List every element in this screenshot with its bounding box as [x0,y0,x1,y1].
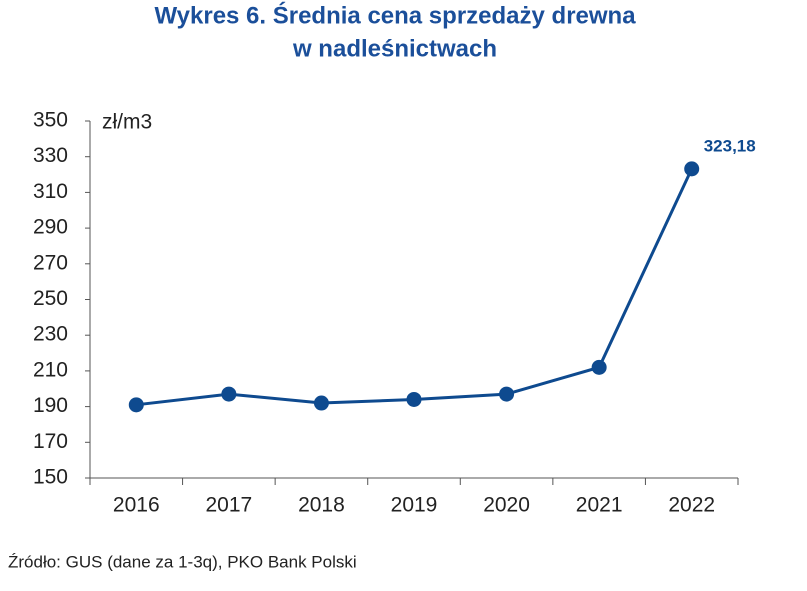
chart-title: Wykres 6. Średnia cena sprzedaży drewna [154,1,636,29]
y-axis-label: zł/m3 [102,111,152,134]
x-tick-label: 2021 [576,494,623,517]
data-label: 323,18 [704,136,756,155]
x-tick-label: 2018 [298,494,345,517]
point [128,397,144,413]
y-tick-label: 150 [33,466,68,489]
y-tick-label: 250 [33,287,68,310]
y-tick-label: 190 [33,394,68,417]
point [591,359,607,375]
point [499,386,515,402]
x-tick-label: 2019 [391,494,438,517]
line [136,168,694,407]
chart-title: w nadleśnictwach [292,35,497,62]
y-tick-label: 270 [33,251,68,274]
point [313,395,329,411]
y-tick-label: 350 [33,109,68,132]
y-tick-label: 310 [33,180,68,203]
point [406,391,422,407]
source: Źródło: GUS (dane za 1-3q), PKO Bank Pol… [8,552,357,571]
point [221,386,237,402]
x-tick-label: 2016 [113,494,160,517]
y-tick-label: 170 [33,430,68,453]
y-tick-label: 230 [33,323,68,346]
y-tick-label: 290 [33,216,68,239]
x-tick-label: 2017 [205,494,252,517]
y-tick-label: 210 [33,358,68,381]
x-tick-label: 2022 [668,494,715,517]
x-tick-label: 2020 [483,494,530,517]
y-tick-label: 330 [33,144,68,167]
point [684,161,700,177]
